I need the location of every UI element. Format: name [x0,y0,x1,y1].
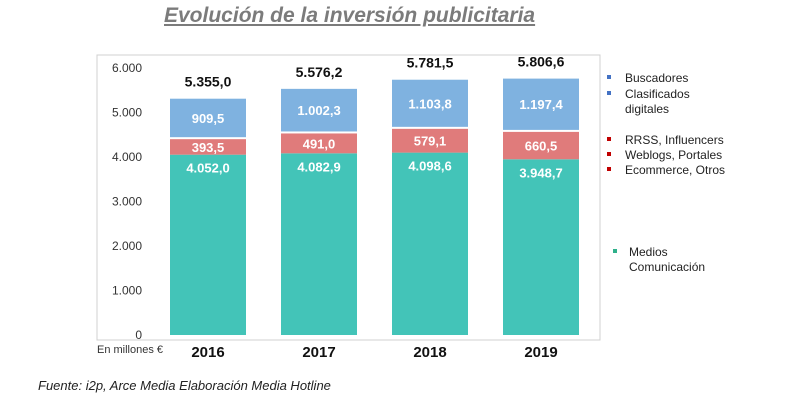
legend-marker-medios [613,249,617,253]
x-tick-label: 2017 [302,344,335,361]
legend-label-rrss: RRSS, Influencers [625,133,724,147]
data-label-medios: 4.082,9 [297,159,340,174]
legend: Buscadores Clasificados digitales RRSS, … [607,71,725,274]
bar-rrss-2019 [503,131,579,160]
data-label-rrss: 579,1 [414,134,447,149]
data-label-buscadores: 1.002,3 [297,103,340,118]
legend-label-weblogs: Weblogs, Portales [625,148,722,162]
total-label: 5.806,6 [518,54,565,70]
chart-frame [96,54,601,341]
bar-rrss-2017 [281,133,357,154]
y-tick-label: 5.000 [112,106,142,120]
legend-marker-clasificados [607,91,611,95]
x-tick-label: 2019 [524,344,557,361]
legend-label-digitales: digitales [625,102,669,116]
legend-marker-weblogs [607,152,611,156]
total-label: 5.355,0 [185,74,232,90]
bar-medios-2019 [503,159,579,335]
legend-marker-rrss [607,137,611,141]
data-label-rrss: 393,5 [192,140,225,155]
source-note: Fuente: i2p, Arce Media Elaboración Medi… [38,378,331,393]
x-tick-label: 2018 [413,344,446,361]
legend-label-buscadores: Buscadores [625,71,688,85]
bars: 4.052,0 393,5 909,5 5.355,0 2016 4.082,9 491,0… [170,54,579,361]
data-label-buscadores: 909,5 [192,111,225,126]
legend-label-clasificados: Clasificados [625,87,690,101]
data-label-medios: 3.948,7 [519,165,562,180]
data-label-rrss: 660,5 [525,139,558,154]
y-tick-label: 0 [135,328,142,342]
legend-marker-buscadores [607,75,611,79]
bar-rrss-2016 [170,139,246,155]
y-tick-label: 4.000 [112,150,142,164]
unit-label: En millones € [97,344,163,356]
chart-title: Evolución de la inversión publicitaria [164,4,536,27]
data-label-buscadores: 1.197,4 [519,97,563,112]
bar-buscadores-2016 [170,98,246,138]
x-tick-label: 2016 [191,344,224,361]
bar-buscadores-2017 [281,88,357,132]
bar-buscadores-2019 [503,78,579,130]
y-tick-label: 6.000 [112,61,142,75]
y-axis: 0 1.000 2.000 3.000 4.000 5.000 6.000 [112,61,142,342]
total-label: 5.576,2 [296,64,343,80]
total-label: 5.781,5 [407,55,454,71]
data-label-medios: 4.098,6 [408,159,451,174]
y-tick-label: 2.000 [112,239,142,253]
y-tick-label: 1.000 [112,284,142,298]
legend-label-comunicacion: Comunicación [629,260,705,274]
bar-medios-2017 [281,153,357,335]
data-label-buscadores: 1.103,8 [408,96,451,111]
data-label-rrss: 491,0 [303,136,336,151]
bar-medios-2018 [392,152,468,335]
y-tick-label: 3.000 [112,195,142,209]
bar-medios-2016 [170,154,246,335]
bar-buscadores-2018 [392,79,468,127]
legend-label-ecommerce: Ecommerce, Otros [625,163,725,177]
legend-marker-ecommerce [607,167,611,171]
data-label-medios: 4.052,0 [186,161,229,176]
legend-label-medios: Medios [629,245,668,259]
bar-rrss-2018 [392,128,468,153]
